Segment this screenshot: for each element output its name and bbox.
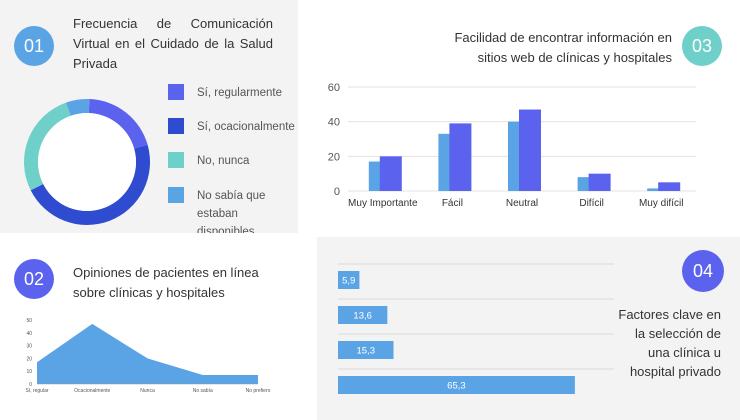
y-tick-label: 0 (29, 382, 32, 388)
chart-title-key-factors: Factores clave en la selección de una cl… (618, 307, 721, 379)
horizontal-bar-chart: 5,9 13,6 15,3 65,3 (338, 263, 614, 394)
x-tick-label: No prefiero (246, 388, 271, 394)
bar-2-1 (519, 109, 541, 191)
legend-item-1: Sí, ocacionalmente (168, 118, 297, 136)
panel-online-opinions: 02 Opiniones de pacientes en línea sobre… (0, 233, 298, 420)
bar-1-1 (449, 123, 472, 191)
hbar-1 (338, 306, 388, 324)
hbar-label: 5,9 (342, 276, 355, 287)
y-tick-label: 20 (328, 151, 340, 163)
donut-slice-1 (30, 144, 150, 226)
x-tick-label: Sí, regular (25, 388, 48, 394)
legend-label: Sí, regularmente (197, 87, 283, 99)
bar-3-1 (588, 173, 611, 191)
hbar-0 (338, 271, 360, 289)
badge-02: 02 (14, 259, 54, 299)
y-tick-label: 60 (328, 82, 340, 94)
chart-title-online-opinions: Opiniones de pacientes en línea sobre cl… (73, 265, 259, 300)
x-tick-label: Ocacionalmente (74, 388, 110, 394)
area-series (37, 323, 258, 384)
donut-chart (24, 99, 150, 226)
y-tick-label: 20 (26, 356, 32, 362)
legend-swatch (168, 118, 184, 134)
y-tick-label: 40 (26, 331, 32, 337)
bar-3-0 (577, 177, 591, 191)
donut-hole (38, 113, 136, 211)
x-tick-label: No sabía (193, 388, 213, 394)
legend-item-0: Sí, regularmente (168, 84, 297, 102)
y-tick-label: 10 (26, 369, 32, 375)
donut-slice-2 (24, 102, 71, 191)
chart-title-website-info: Facilidad de encontrar información en si… (454, 30, 672, 65)
x-tick-label: Nunca (140, 388, 155, 394)
x-tick-label: Difícil (579, 198, 603, 209)
badge-03: 03 (682, 26, 722, 66)
badge-01: 01 (14, 26, 54, 66)
hbar-label: 15,3 (356, 346, 375, 357)
y-tick-label: 30 (26, 344, 32, 350)
hbar-label: 65,3 (447, 381, 466, 392)
bar-0-0 (368, 161, 382, 191)
bar-2-0 (508, 121, 521, 191)
legend-swatch (168, 187, 184, 203)
y-tick-label: 40 (328, 117, 340, 129)
x-tick-label: Fácil (442, 198, 463, 209)
hbar-3 (338, 376, 575, 394)
area-chart: 0 10 20 30 40 50 Sí, regular Ocacionalmente Nunc… (25, 318, 271, 394)
hbar-label: 13,6 (353, 311, 372, 322)
x-tick-label: Neutral (506, 198, 538, 209)
grouped-bar-chart: 0 20 40 60 Muy Importante Fácil Neutral Difícil… (328, 82, 696, 209)
bar-4-1 (658, 182, 681, 191)
bar-0-1 (379, 156, 402, 191)
y-tick-label: 0 (334, 186, 340, 198)
y-tick-label: 50 (26, 318, 32, 324)
panel-virtual-communication: 01 Frecuencia de Comunicación Virtual en… (0, 0, 298, 238)
x-tick-label: Muy difícil (639, 198, 683, 209)
legend-swatch (168, 152, 184, 168)
bar-4-0 (647, 188, 661, 191)
badge-04: 04 (682, 250, 724, 292)
hbar-2 (338, 341, 394, 359)
panel-website-info: Facilidad de encontrar información en si… (298, 0, 740, 233)
panel-key-factors: 04 Factores clave en la selección de una… (317, 237, 740, 420)
legend-label: No, nunca (197, 155, 250, 167)
donut-slice-3 (66, 99, 90, 116)
legend-item-2: No, nunca (168, 152, 297, 170)
legend-label: Sí, ocacionalmente (197, 121, 295, 133)
donut-slice-0 (88, 99, 148, 149)
x-tick-label: Muy Importante (348, 198, 418, 209)
legend-swatch (168, 84, 184, 100)
chart-title-virtual-communication: Frecuencia de Comunicación Virtual en el… (73, 16, 273, 71)
bar-1-0 (438, 133, 452, 191)
